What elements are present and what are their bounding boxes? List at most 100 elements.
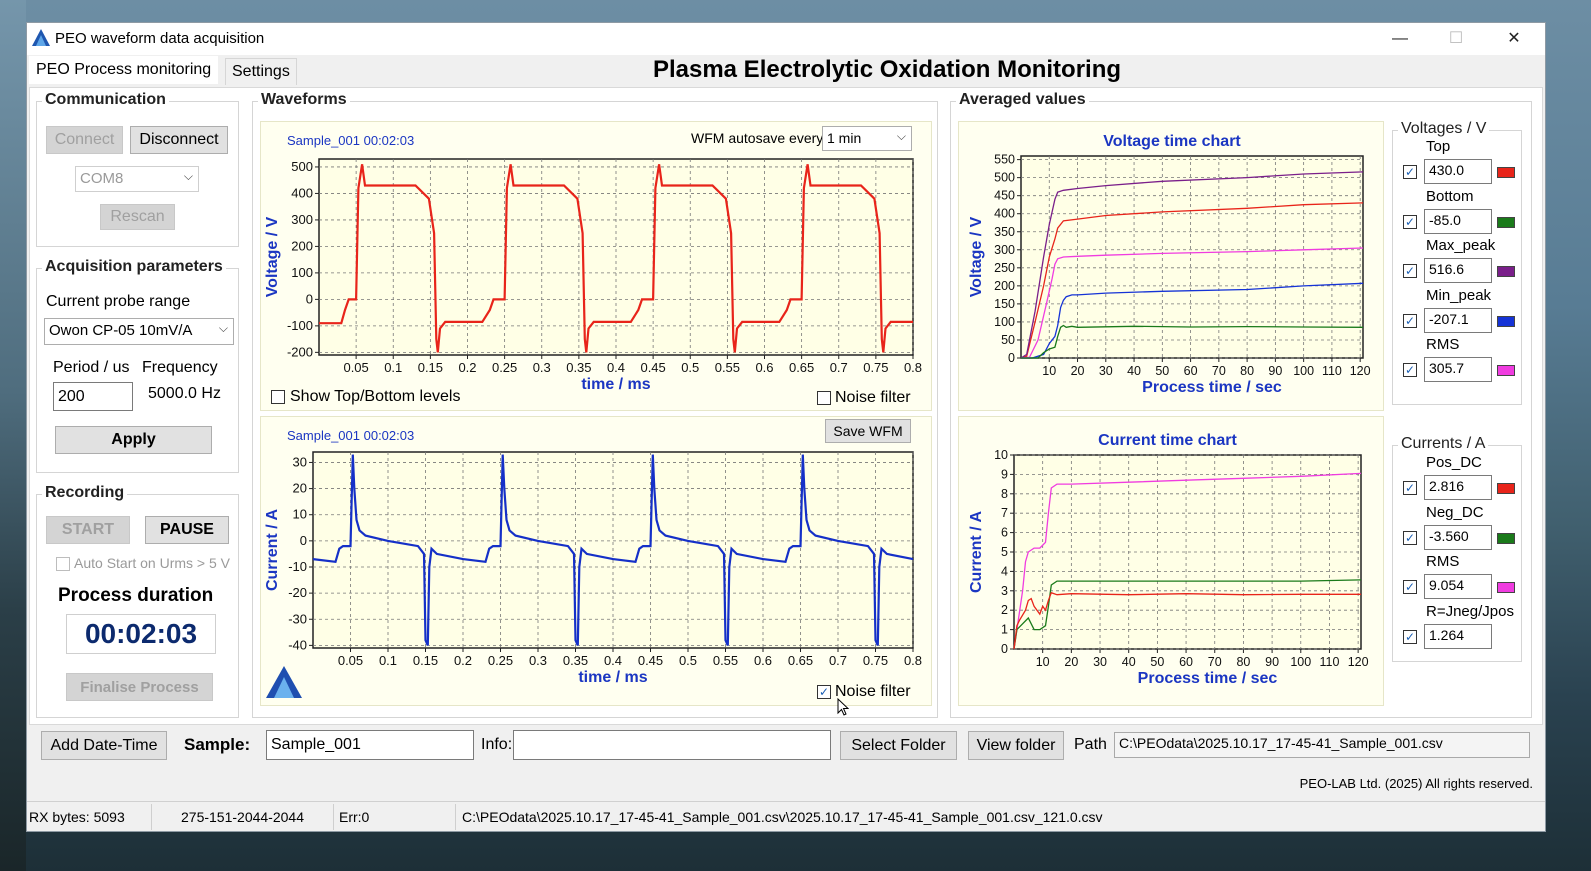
current-waveform-chart: 0.05 0.1 0.15 0.2 0.25 0.3 0.35 0.4 0.45 0.5 0.55 0… <box>264 451 922 686</box>
com-port-select[interactable]: COM8 ⌵ <box>75 166 199 192</box>
sample-input[interactable]: Sample_001 <box>266 730 474 760</box>
voltage-readout-checkbox[interactable]: ✓ <box>1403 214 1417 229</box>
current-waveform-panel: Sample_001 00:02:03 Save WFM 0.05 0.1 0.15… <box>260 416 932 716</box>
autosave-label: WFM autosave every <box>691 130 824 146</box>
y-axis-label: Voltage / V <box>264 216 281 297</box>
current-readout-value[interactable]: 2.816 <box>1424 475 1492 500</box>
status-divider <box>151 804 152 830</box>
current-readout-value[interactable]: 1.264 <box>1424 623 1492 649</box>
voltage-readout-checkbox[interactable]: ✓ <box>1403 313 1417 328</box>
y-tick-label: 500 <box>291 159 313 174</box>
voltage-readout-color-swatch[interactable] <box>1497 315 1515 327</box>
max-peak-series-line <box>1020 171 1364 359</box>
tab-settings[interactable]: Settings <box>225 58 297 85</box>
y-tick-label: 0 <box>300 533 307 548</box>
x-tick-label: 0.1 <box>379 653 397 668</box>
voltage-readout-checkbox[interactable]: ✓ <box>1403 264 1417 278</box>
current-readout-name: R=Jneg/Jpos <box>1426 602 1514 620</box>
error-status: Err:0 <box>339 809 370 825</box>
current-readout-color-swatch[interactable] <box>1497 582 1515 593</box>
current-noise-filter-checkbox[interactable]: ✓ <box>817 685 831 699</box>
voltage-readout-color-swatch[interactable] <box>1497 216 1515 228</box>
voltage-readout-checkbox[interactable]: ✓ <box>1403 363 1417 377</box>
x-tick-label: 40 <box>1122 655 1136 669</box>
period-input[interactable]: 200 <box>53 382 133 411</box>
y-tick-label: 30 <box>293 454 307 469</box>
current-readout-checkbox[interactable]: ✓ <box>1403 530 1417 545</box>
voltage-readout-color-swatch[interactable] <box>1497 167 1515 178</box>
save-wfm-button[interactable]: Save WFM <box>825 419 911 443</box>
y-axis-label: Voltage / V <box>968 216 985 297</box>
view-folder-button[interactable]: View folder <box>968 731 1064 760</box>
x-axis-label: time / ms <box>578 669 647 686</box>
connect-button[interactable]: Connect <box>46 126 123 154</box>
voltage-readout-color-swatch[interactable] <box>1497 266 1515 277</box>
x-tick-label: 0.05 <box>338 653 363 668</box>
y-tick-label: 10 <box>293 507 307 522</box>
current-readout-value[interactable]: -3.560 <box>1424 524 1492 550</box>
y-tick-label: 1 <box>1001 623 1008 637</box>
maximize-button[interactable]: ☐ <box>1448 30 1464 47</box>
info-input[interactable] <box>513 730 831 760</box>
y-tick-label: 550 <box>994 153 1015 167</box>
status-bar: RX bytes: 5093 275-151-2044-2044 Err:0 C… <box>27 801 1545 831</box>
current-readout-color-swatch[interactable] <box>1497 483 1515 494</box>
apply-button[interactable]: Apply <box>55 426 212 454</box>
auto-start-checkbox[interactable] <box>56 557 70 571</box>
show-levels-checkbox[interactable] <box>271 390 285 404</box>
voltage-waveform-chart: 0.05 0.1 0.15 0.2 0.25 0.3 0.35 0.4 0.45 0.5 0.55 0… <box>264 158 922 393</box>
y-tick-label: 4 <box>1001 564 1008 578</box>
path-field: C:\PEOdata\2025.10.17_17-45-41_Sample_00… <box>1114 732 1530 758</box>
tab-process-monitoring[interactable]: PEO Process monitoring <box>29 56 219 84</box>
current-readout-checkbox[interactable]: ✓ <box>1403 481 1417 495</box>
add-date-time-button[interactable]: Add Date-Time <box>41 731 167 760</box>
process-duration-display: 00:02:03 <box>66 614 216 654</box>
x-tick-label: 0.35 <box>563 653 588 668</box>
path-label: Path <box>1074 736 1107 753</box>
frequency-value: 5000.0 Hz <box>148 385 221 402</box>
x-tick-label: 0.6 <box>754 653 772 668</box>
x-tick-label: 0.75 <box>863 360 888 375</box>
voltage-readout-color-swatch[interactable] <box>1497 365 1515 376</box>
select-folder-button[interactable]: Select Folder <box>840 731 957 760</box>
current-readout-value[interactable]: 9.054 <box>1424 574 1492 599</box>
x-tick-label: 90 <box>1268 364 1282 378</box>
disconnect-button[interactable]: Disconnect <box>130 126 228 154</box>
finalise-process-button[interactable]: Finalise Process <box>66 673 213 701</box>
probe-range-select[interactable]: Owon CP-05 10mV/A ⌵ <box>44 318 234 345</box>
rms-series-line <box>1013 472 1362 650</box>
file-path-status: C:\PEOdata\2025.10.17_17-45-41_Sample_00… <box>462 809 1103 825</box>
start-button[interactable]: START <box>46 516 130 544</box>
app-window: PEO waveform data acquisition — ☐ ✕ PEO … <box>26 22 1546 832</box>
voltage-readout-value[interactable]: 305.7 <box>1424 357 1492 382</box>
current-readout-color-swatch[interactable] <box>1497 532 1515 544</box>
x-tick-label: 0.7 <box>829 653 847 668</box>
rescan-button[interactable]: Rescan <box>100 204 175 230</box>
y-tick-label: 8 <box>1001 487 1008 501</box>
x-tick-label: 0.3 <box>533 360 551 375</box>
voltage-readout-value[interactable]: -85.0 <box>1424 208 1492 234</box>
voltage-readout-value[interactable]: -207.1 <box>1424 307 1492 333</box>
close-button[interactable]: ✕ <box>1507 30 1521 47</box>
minimize-button[interactable]: — <box>1392 30 1408 47</box>
com-port-value: COM8 <box>80 170 124 187</box>
voltage-noise-filter-checkbox[interactable] <box>817 391 831 405</box>
status-divider <box>455 804 456 830</box>
recording-group <box>36 494 239 718</box>
voltage-readout-value[interactable]: 516.6 <box>1424 258 1492 283</box>
autosave-interval-value: 1 min <box>827 130 862 146</box>
autosave-interval-select[interactable]: 1 min ⌵ <box>822 126 912 151</box>
y-axis-label: Current / A <box>264 509 281 592</box>
x-tick-label: 80 <box>1236 655 1250 669</box>
voltage-readout-value[interactable]: 430.0 <box>1424 159 1492 184</box>
current-readout-checkbox[interactable]: ✓ <box>1403 629 1417 644</box>
pause-button[interactable]: PAUSE <box>145 516 229 544</box>
voltage-readout-name: Bottom <box>1426 187 1474 205</box>
y-tick-label: 6 <box>1001 526 1008 540</box>
voltage-readout-checkbox[interactable]: ✓ <box>1403 165 1417 179</box>
info-label: Info: <box>481 736 513 753</box>
rms-series-line <box>1020 247 1364 359</box>
voltage-readout-name: Max_peak <box>1426 237 1496 254</box>
waveforms-group <box>252 101 938 718</box>
current-readout-checkbox[interactable]: ✓ <box>1403 580 1417 594</box>
